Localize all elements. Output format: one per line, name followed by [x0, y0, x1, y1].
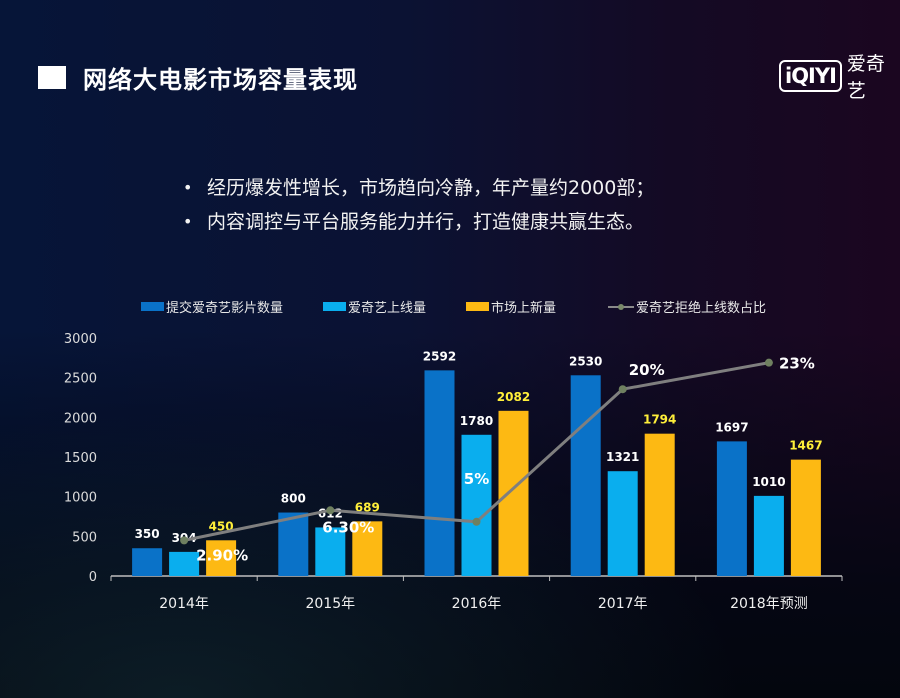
bar-online — [753, 495, 784, 576]
legend-item-market-new: 市场上新量 — [466, 297, 556, 316]
bar-submitted — [570, 375, 601, 576]
bar-online — [607, 471, 638, 576]
y-tick-label: 3000 — [64, 332, 97, 347]
bar-value-label: 2592 — [423, 349, 456, 363]
x-category-label: 2014年 — [159, 596, 209, 612]
bar-value-label: 2082 — [497, 390, 530, 404]
bar-value-label: 450 — [209, 519, 234, 533]
bar-market-new — [206, 540, 237, 576]
bullet-text: 经历爆发性增长，市场趋向冷静，年产量约2000部； — [207, 177, 655, 199]
x-category-label: 2015年 — [305, 596, 355, 612]
y-tick-label: 0 — [89, 570, 97, 585]
y-tick-label: 2500 — [64, 372, 97, 387]
legend-line-marker-icon — [608, 302, 635, 312]
ratio-point — [180, 536, 189, 545]
bar-value-label: 1321 — [606, 450, 639, 464]
ratio-point — [326, 506, 335, 515]
legend-label: 爱奇艺拒绝上线数占比 — [636, 301, 767, 316]
legend-item-online: 爱奇艺上线量 — [323, 297, 426, 316]
ratio-value-label: 5% — [464, 470, 489, 488]
ratio-value-label: 6.30% — [322, 518, 374, 536]
bullet-item: • 经历爆发性增长，市场趋向冷静，年产量约2000部； — [183, 171, 654, 205]
bar-online — [461, 434, 492, 576]
ratio-point — [618, 385, 627, 394]
x-category-label: 2017年 — [598, 596, 648, 612]
bullet-marker: • — [183, 212, 193, 231]
ratio-value-label: 20% — [629, 361, 665, 379]
bullet-marker: • — [183, 178, 193, 197]
legend-swatch-online — [323, 302, 347, 311]
legend-swatch-submitted — [141, 302, 164, 311]
bar-market-new — [644, 433, 675, 576]
bullet-text: 内容调控与平台服务能力并行，打造健康共赢生态。 — [207, 211, 645, 233]
bar-value-label: 1467 — [789, 439, 822, 453]
ratio-value-label: 2.90% — [196, 546, 248, 564]
y-tick-label: 2000 — [64, 411, 97, 426]
bar-value-label: 1780 — [460, 414, 493, 428]
bar-value-label: 1010 — [752, 475, 785, 489]
iqiyi-logo-mark: iQIYI — [779, 60, 842, 92]
bar-market-new — [498, 410, 529, 576]
bar-value-label: 2530 — [569, 354, 602, 368]
iqiyi-logo-text: 爱奇艺 — [846, 53, 885, 102]
bar-value-label: 800 — [281, 492, 306, 506]
iqiyi-logo: iQIYI 爱奇艺 — [779, 53, 900, 102]
x-category-label: 2018年预测 — [730, 596, 808, 612]
bar-submitted — [716, 441, 747, 576]
bar-online — [315, 527, 346, 576]
ratio-point — [764, 358, 773, 367]
bar-market-new — [790, 459, 821, 576]
y-tick-label: 1000 — [64, 491, 97, 506]
bar-value-label: 1697 — [715, 420, 748, 434]
bar-submitted — [424, 370, 455, 576]
ratio-point — [472, 517, 481, 526]
bar-line-chart: 0 500 1000 1500 2000 2500 3000 2014年 2015年 2016年 2… — [64, 332, 843, 612]
bar-online — [169, 551, 200, 576]
bar-market-new — [352, 521, 383, 576]
x-category-label: 2016年 — [452, 596, 502, 612]
bar-value-label: 1794 — [643, 413, 676, 427]
chart-legend: 提交爱奇艺影片数量 爱奇艺上线量 市场上新量 爱奇艺拒绝上线数占比 — [141, 297, 806, 316]
bar-submitted — [132, 548, 163, 576]
bullet-list: • 经历爆发性增长，市场趋向冷静，年产量约2000部； • 内容调控与平台服务能… — [183, 171, 654, 239]
title-square-icon — [38, 66, 66, 89]
legend-item-submitted: 提交爱奇艺影片数量 — [141, 297, 283, 316]
legend-label: 市场上新量 — [491, 301, 557, 316]
page-title: 网络大电影市场容量表现 — [83, 66, 358, 94]
bar-value-label: 689 — [355, 500, 380, 514]
ratio-value-label: 23% — [779, 355, 815, 373]
y-tick-label: 500 — [72, 530, 97, 545]
bullet-item: • 内容调控与平台服务能力并行，打造健康共赢生态。 — [183, 205, 654, 239]
legend-label: 爱奇艺上线量 — [348, 301, 427, 316]
bar-value-label: 350 — [135, 527, 160, 541]
legend-item-ratio: 爱奇艺拒绝上线数占比 — [608, 297, 766, 316]
legend-label: 提交爱奇艺影片数量 — [166, 301, 284, 316]
legend-swatch-market-new — [466, 302, 490, 311]
y-tick-label: 1500 — [64, 451, 97, 466]
bar-submitted — [278, 512, 309, 576]
